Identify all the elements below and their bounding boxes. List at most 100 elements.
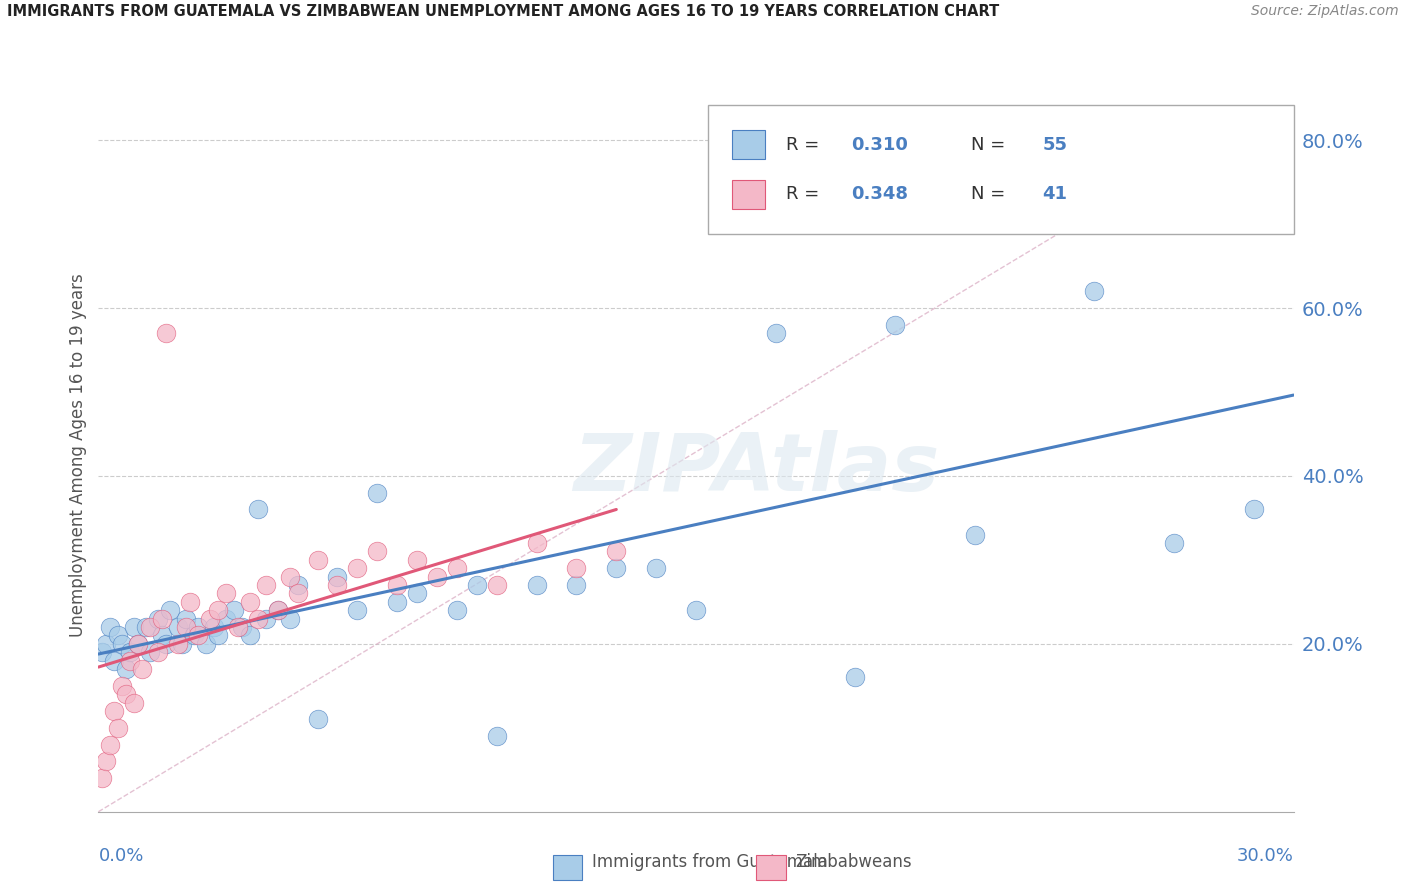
Point: [115, 662, 138, 676]
Point: [150, 612, 173, 626]
Point: [1163, 536, 1185, 550]
Point: [426, 569, 449, 583]
Point: [127, 637, 149, 651]
Point: [385, 595, 409, 609]
Point: [465, 578, 488, 592]
Point: [385, 578, 409, 592]
Point: [107, 721, 129, 735]
Point: [135, 620, 157, 634]
Point: [278, 612, 301, 626]
Y-axis label: Unemployment Among Ages 16 to 19 years: Unemployment Among Ages 16 to 19 years: [69, 273, 87, 637]
Point: [346, 603, 368, 617]
Text: 30.0%: 30.0%: [1237, 847, 1294, 865]
Point: [884, 318, 907, 332]
Point: [187, 620, 209, 634]
Point: [1202, 192, 1225, 206]
Point: [307, 553, 329, 567]
Point: [103, 654, 125, 668]
Point: [215, 612, 238, 626]
Text: 0.310: 0.310: [852, 136, 908, 153]
Point: [267, 603, 290, 617]
Point: [103, 704, 125, 718]
FancyBboxPatch shape: [709, 105, 1294, 234]
Point: [307, 712, 329, 726]
FancyBboxPatch shape: [756, 855, 786, 880]
Point: [406, 553, 429, 567]
Point: [605, 561, 627, 575]
Point: [406, 586, 429, 600]
Point: [446, 561, 468, 575]
Point: [215, 586, 238, 600]
Point: [198, 612, 221, 626]
Point: [685, 603, 707, 617]
Text: N =: N =: [972, 186, 1011, 203]
Point: [124, 696, 146, 710]
Point: [366, 544, 388, 558]
Point: [254, 578, 277, 592]
Point: [485, 729, 508, 743]
Point: [231, 620, 253, 634]
Point: [107, 628, 129, 642]
Point: [226, 620, 249, 634]
Point: [239, 595, 262, 609]
Point: [207, 603, 229, 617]
Point: [202, 620, 225, 634]
Point: [605, 544, 627, 558]
Point: [120, 645, 142, 659]
Point: [96, 755, 118, 769]
Point: [183, 628, 205, 642]
Point: [148, 645, 170, 659]
Point: [167, 637, 190, 651]
Point: [287, 586, 309, 600]
Point: [115, 687, 138, 701]
FancyBboxPatch shape: [733, 130, 765, 159]
Point: [267, 603, 290, 617]
Point: [844, 670, 866, 684]
Point: [148, 612, 170, 626]
Point: [179, 595, 201, 609]
Point: [446, 603, 468, 617]
Point: [96, 637, 118, 651]
Point: [155, 637, 177, 651]
Point: [150, 628, 173, 642]
Text: ZIPAtlas: ZIPAtlas: [572, 430, 939, 508]
Point: [111, 637, 134, 651]
Point: [485, 578, 508, 592]
Point: [167, 620, 190, 634]
FancyBboxPatch shape: [553, 855, 582, 880]
Point: [222, 603, 245, 617]
Point: [526, 536, 548, 550]
Text: Immigrants from Guatemala: Immigrants from Guatemala: [592, 853, 828, 871]
Point: [1083, 284, 1105, 298]
Text: 41: 41: [1043, 186, 1067, 203]
Point: [565, 561, 588, 575]
Point: [174, 620, 197, 634]
Text: 55: 55: [1043, 136, 1067, 153]
Text: R =: R =: [786, 186, 824, 203]
Point: [565, 578, 588, 592]
Point: [765, 326, 787, 341]
Point: [91, 645, 114, 659]
Point: [120, 654, 142, 668]
Point: [246, 502, 269, 516]
Point: [526, 578, 548, 592]
Point: [91, 771, 114, 785]
Point: [366, 485, 388, 500]
Point: [98, 620, 122, 634]
Text: 0.348: 0.348: [852, 186, 908, 203]
Point: [159, 603, 181, 617]
Point: [127, 637, 149, 651]
Point: [139, 620, 162, 634]
Point: [326, 578, 349, 592]
Point: [172, 637, 194, 651]
Point: [139, 645, 162, 659]
Point: [287, 578, 309, 592]
Point: [124, 620, 146, 634]
Point: [155, 326, 177, 341]
Point: [1243, 502, 1265, 516]
Point: [187, 628, 209, 642]
Text: IMMIGRANTS FROM GUATEMALA VS ZIMBABWEAN UNEMPLOYMENT AMONG AGES 16 TO 19 YEARS C: IMMIGRANTS FROM GUATEMALA VS ZIMBABWEAN …: [7, 4, 1000, 20]
Point: [326, 569, 349, 583]
Text: N =: N =: [972, 136, 1011, 153]
Point: [278, 569, 301, 583]
